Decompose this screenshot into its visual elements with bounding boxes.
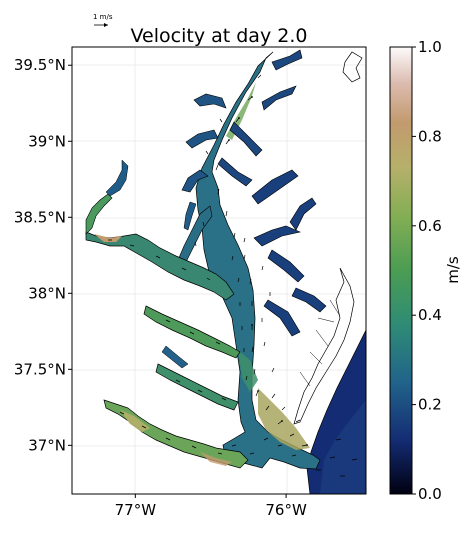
colorbar-tick-label: 0.6 <box>418 217 442 235</box>
y-tick-label: 38.5°N <box>14 208 66 226</box>
x-axis: 77°W 76°W <box>115 494 307 519</box>
arrowhead <box>306 444 308 446</box>
western-shore-upper-rivers <box>181 93 227 193</box>
potomac-tidal-fresh <box>94 234 122 242</box>
y-tick-label: 38°N <box>28 284 66 302</box>
upper-eastern-shore-rivers <box>217 49 303 187</box>
york-river <box>155 363 239 411</box>
plot-frame <box>71 46 367 495</box>
y-tick-label: 39.5°N <box>14 56 66 74</box>
rappahannock-river <box>143 305 241 359</box>
potomac-river <box>85 231 235 301</box>
colorbar-label: m/s <box>444 256 462 284</box>
velocity-arrowheads <box>228 96 308 446</box>
ocean-shelf <box>320 400 366 494</box>
delmarva-coastline <box>293 51 363 425</box>
y-tick-label: 37°N <box>28 436 66 454</box>
x-tick-label: 76°W <box>265 501 307 519</box>
potomac-tributary <box>105 159 129 197</box>
colorbar-tick-label: 0.8 <box>418 127 442 145</box>
bay-mid-zone <box>238 350 258 392</box>
arrowhead <box>228 139 230 141</box>
colorbar-ticks: 0.0 0.2 0.4 0.6 0.8 1.0 <box>412 38 442 503</box>
velocity-arrow <box>108 74 358 477</box>
y-axis: 39.5°N 39°N 38.5°N 38°N 37.5°N 37°N <box>14 56 72 454</box>
arrowhead <box>251 96 253 98</box>
quiver-key-arrowhead <box>104 23 108 27</box>
y-tick-label: 39°N <box>28 132 66 150</box>
colorbar-tick-label: 0.0 <box>418 485 442 503</box>
james-lower <box>200 452 232 466</box>
york-tributaries <box>161 345 189 369</box>
marsh-lines <box>299 299 341 387</box>
patuxent-upper <box>183 201 197 231</box>
chart-title: Velocity at day 2.0 <box>131 25 308 47</box>
x-tick-label: 77°W <box>115 501 157 519</box>
colorbar-tick-label: 0.2 <box>418 396 442 414</box>
quiver-key-label: 1 m/s <box>93 13 113 21</box>
colorbar <box>389 46 413 495</box>
velocity-arrows <box>108 74 358 477</box>
arrowhead <box>281 420 283 422</box>
colorbar-tick-label: 1.0 <box>418 38 442 56</box>
arrowhead <box>238 117 240 119</box>
arrowhead <box>257 390 259 392</box>
colorbar-tick-label: 0.4 <box>418 306 442 324</box>
arrowhead <box>251 324 253 326</box>
bay-mouth-fast-zone <box>258 388 310 450</box>
eastern-shore-rivers <box>251 169 327 337</box>
plot-area <box>72 47 366 494</box>
y-tick-label: 37.5°N <box>14 360 66 378</box>
